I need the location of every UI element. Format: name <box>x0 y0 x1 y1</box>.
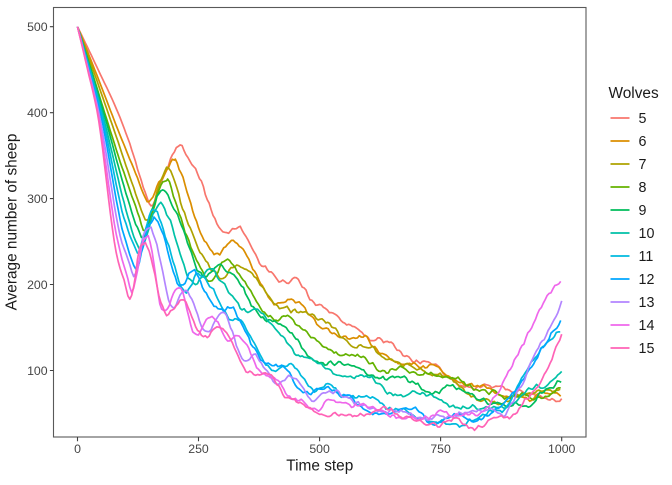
svg-text:0: 0 <box>74 442 81 456</box>
svg-text:5: 5 <box>639 111 647 127</box>
svg-text:9: 9 <box>639 203 647 219</box>
svg-text:250: 250 <box>188 442 209 456</box>
svg-text:15: 15 <box>639 341 655 357</box>
svg-text:7: 7 <box>639 157 647 173</box>
svg-text:500: 500 <box>27 20 48 34</box>
svg-text:200: 200 <box>27 278 48 292</box>
svg-text:750: 750 <box>430 442 451 456</box>
svg-text:500: 500 <box>309 442 330 456</box>
svg-text:6: 6 <box>639 134 647 150</box>
svg-text:11: 11 <box>639 249 654 265</box>
svg-text:1000: 1000 <box>548 442 576 456</box>
svg-text:Average number of sheep: Average number of sheep <box>4 134 21 311</box>
svg-text:400: 400 <box>27 106 48 120</box>
svg-text:13: 13 <box>639 295 655 311</box>
svg-text:10: 10 <box>639 226 655 242</box>
svg-text:8: 8 <box>639 180 647 196</box>
svg-text:14: 14 <box>639 318 655 334</box>
svg-text:300: 300 <box>27 192 48 206</box>
svg-text:100: 100 <box>27 364 48 378</box>
svg-text:Time step: Time step <box>286 457 353 474</box>
svg-text:Wolves: Wolves <box>609 85 659 102</box>
svg-text:12: 12 <box>639 272 655 288</box>
